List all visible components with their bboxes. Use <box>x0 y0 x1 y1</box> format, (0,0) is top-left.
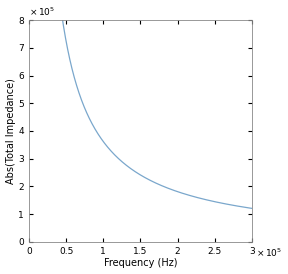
Y-axis label: Abs(Total Impedance): Abs(Total Impedance) <box>5 78 16 184</box>
Text: $\times\,10^5$: $\times\,10^5$ <box>29 5 55 18</box>
X-axis label: Frequency (Hz): Frequency (Hz) <box>104 258 177 269</box>
Text: $\times\,10^5$: $\times\,10^5$ <box>256 246 283 259</box>
